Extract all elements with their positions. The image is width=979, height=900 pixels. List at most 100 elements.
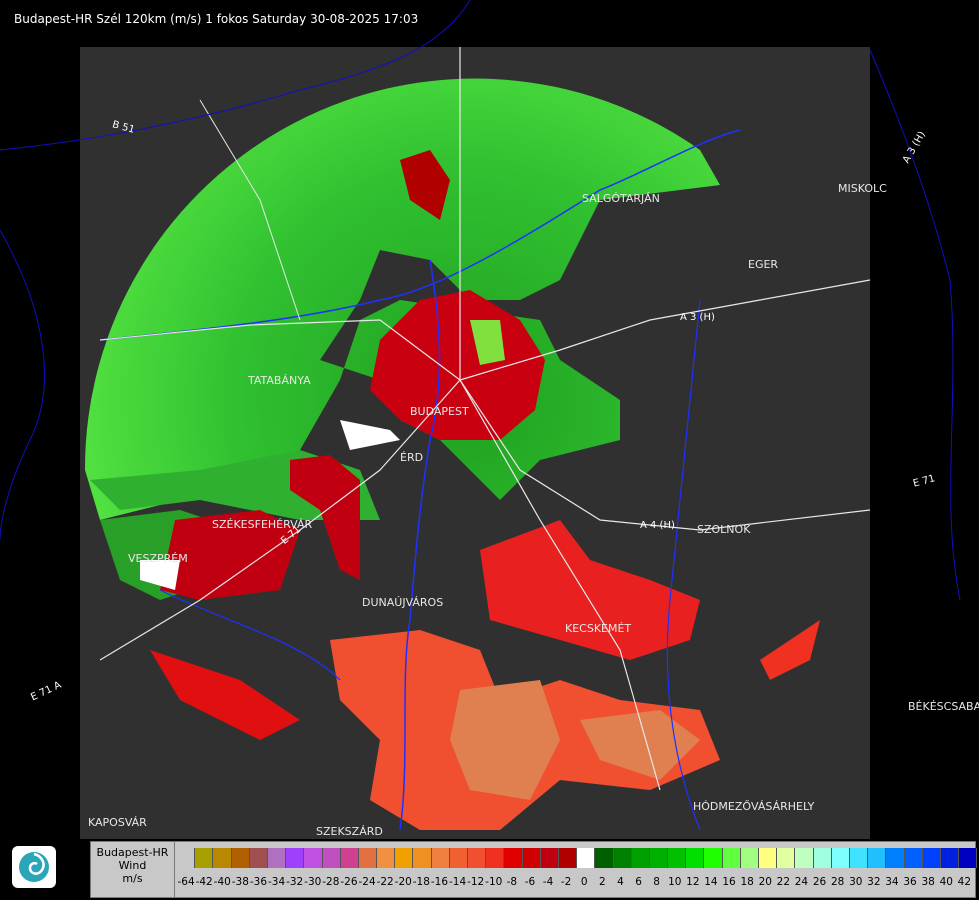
city-label-szekszard: SZEKSZÁRD <box>316 825 383 838</box>
city-label-szekesfehervar: SZÉKESFEHÉRVÁR <box>212 518 313 531</box>
legend-tick-label: 38 <box>921 876 935 888</box>
legend-tick-label: 10 <box>668 876 682 888</box>
legend-tick-label: 18 <box>740 876 754 888</box>
legend-swatch <box>177 848 196 868</box>
legend-ticks: -64 -42 -40 -38 -36 -34 -32 -30 -28 -26 -24 -22 -20-… <box>177 876 973 890</box>
legend-tick-label: 20 <box>758 876 772 888</box>
legend-swatch <box>358 848 378 868</box>
river-danube <box>399 259 441 831</box>
road-b51 <box>199 99 301 321</box>
wind-red-east <box>760 620 820 680</box>
legend-swatch <box>722 848 741 868</box>
legend-tick-label: -40 <box>213 876 231 888</box>
legend-swatch <box>340 848 359 868</box>
legend-tick-label: -42 <box>195 876 213 888</box>
legend-tick-label: -26 <box>340 876 358 888</box>
wind-white-veszprem <box>140 560 180 590</box>
legend-swatch <box>468 848 487 868</box>
legend-swatch <box>195 848 214 868</box>
legend-swatch <box>304 848 323 868</box>
legend-tick-label: 28 <box>830 876 845 888</box>
border-east <box>869 49 961 601</box>
city-label-budapest: BUDAPEST <box>410 405 469 418</box>
river-danube-north <box>99 129 741 341</box>
legend-swatch <box>231 848 250 868</box>
road-label-a4: A 4 (H) <box>640 520 675 531</box>
city-label-eger: EGER <box>748 258 779 271</box>
road-m1 <box>99 319 461 381</box>
legend-swatch <box>540 848 559 868</box>
legend-swatch <box>849 848 869 868</box>
legend-swatch <box>577 848 596 868</box>
legend-swatch <box>613 848 632 868</box>
road-m7 <box>99 379 461 661</box>
legend-swatch <box>886 848 905 868</box>
wind-red-veszprem <box>160 510 300 600</box>
legend-tick-label: -36 <box>249 876 268 888</box>
legend-swatch <box>558 848 578 868</box>
legend-swatch <box>449 848 468 868</box>
legend-title-line1: Budapest-HR <box>96 846 169 859</box>
legend-title-line3: m/s <box>122 872 143 885</box>
legend-tick-label: -38 <box>231 876 249 888</box>
legend-swatches <box>177 848 978 868</box>
legend-tick-label: -12 <box>467 876 485 888</box>
city-label-dunaujvaros: DUNAÚJVÁROS <box>362 596 444 609</box>
legend-swatch <box>686 848 705 868</box>
road-m4 <box>459 379 871 531</box>
legend-swatch <box>213 848 232 868</box>
legend-swatch <box>322 848 341 868</box>
legend-tick-label: 6 <box>635 876 642 888</box>
legend-swatch <box>904 848 923 868</box>
city-label-veszprem: VESZPRÉM <box>128 552 188 565</box>
city-label-salgotarjan: SALGÓTARJÁN <box>582 192 660 205</box>
border-west <box>0 229 45 541</box>
legend-tick-label: -16 <box>430 876 449 888</box>
legend-tick-label: 4 <box>617 876 624 888</box>
wind-red-north <box>400 150 450 220</box>
legend-swatch <box>631 848 650 868</box>
legend-swatch <box>940 848 960 868</box>
legend-swatch <box>704 848 723 868</box>
legend-tick-label: -20 <box>394 876 412 888</box>
wind-green-region <box>84 78 720 521</box>
legend-tick-label: 42 <box>957 876 972 888</box>
legend-swatch <box>922 848 941 868</box>
legend-tick-label: 26 <box>812 876 827 888</box>
legend-swatch <box>759 848 778 868</box>
map-title: Budapest-HR Szél 120km (m/s) 1 fokos Sat… <box>14 12 419 26</box>
legend-tick-label: 2 <box>599 876 606 888</box>
wind-legend: Budapest-HR Wind m/s -64 -42 -40 -38 -36 -34-… <box>90 841 978 898</box>
legend-swatch <box>413 848 432 868</box>
legend-tick-label: -18 <box>412 876 430 888</box>
road-m5 <box>459 379 661 791</box>
wind-red-kecskemet <box>480 520 700 660</box>
legend-tick-label: -8 <box>506 876 518 888</box>
wind-green-spot <box>470 320 505 365</box>
legend-swatch <box>522 848 541 868</box>
legend-tick-label: -30 <box>304 876 322 888</box>
legend-tick-label: -24 <box>358 876 376 888</box>
legend-swatch <box>740 848 759 868</box>
city-label-erd: ÉRD <box>400 451 424 464</box>
legend-tick-label: 14 <box>704 876 718 888</box>
city-label-kecskemet: KECSKEMÉT <box>565 622 632 635</box>
legend-swatch <box>486 848 505 868</box>
wind-light-orange <box>450 680 560 800</box>
legend-swatch <box>831 848 850 868</box>
legend-tick-label: -4 <box>542 876 554 888</box>
legend-swatch <box>795 848 814 868</box>
legend-tick-label: -14 <box>448 876 467 888</box>
legend-tick-label: 34 <box>885 876 899 888</box>
legend-tick-label: 0 <box>580 876 588 888</box>
legend-tick-label: -6 <box>524 876 536 888</box>
legend-tick-label: 12 <box>686 876 700 888</box>
city-label-tatabanya: TATABÁNYA <box>248 374 311 387</box>
legend-swatch <box>868 848 887 868</box>
road-m3 <box>459 279 871 381</box>
legend-swatch <box>668 848 687 868</box>
city-label-miskolc: MISKOLC <box>838 182 887 195</box>
legend-tick-label: -64 <box>177 876 195 888</box>
